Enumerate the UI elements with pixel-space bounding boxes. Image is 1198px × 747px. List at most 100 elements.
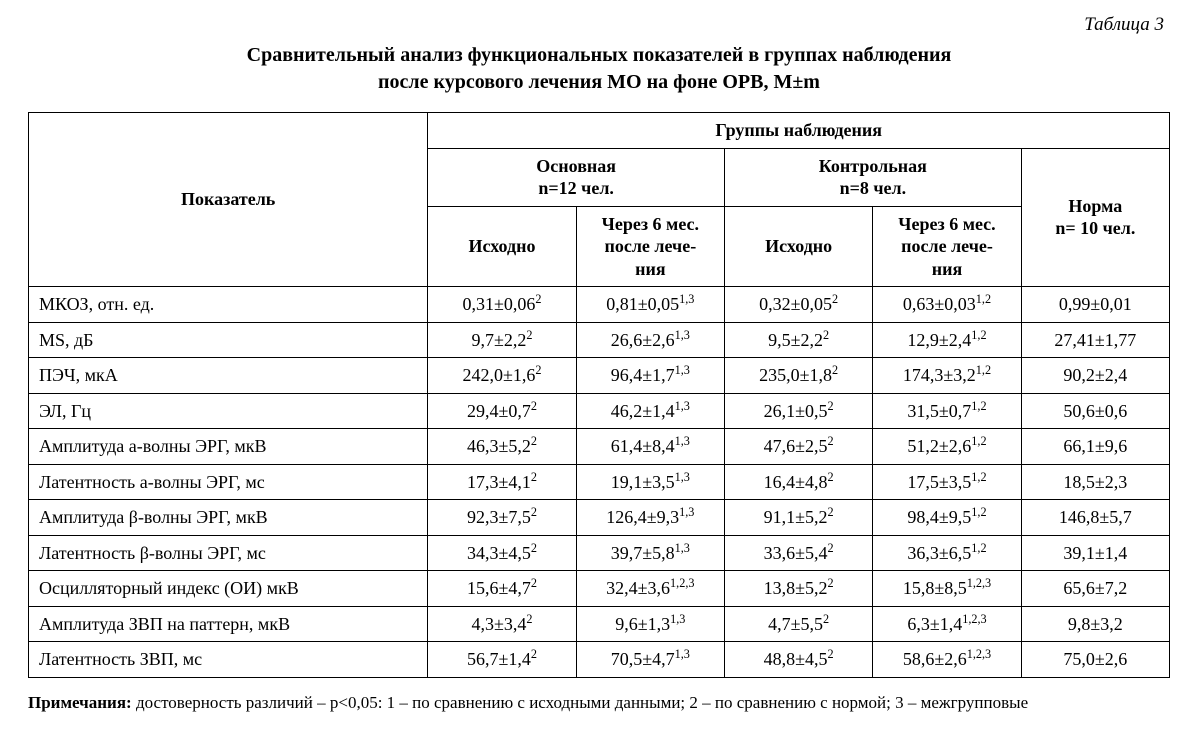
cell-value: 56,7±1,42 bbox=[428, 642, 576, 678]
header-row-1: Показатель Группы наблюдения bbox=[29, 113, 1170, 149]
col-norm: Норма n= 10 чел. bbox=[1021, 148, 1169, 287]
col-main-group: Основная n=12 чел. bbox=[428, 148, 725, 206]
cell-value: 32,4±3,61,2,3 bbox=[576, 571, 724, 607]
control-group-n: n=8 чел. bbox=[840, 178, 907, 198]
cell-value: 65,6±7,2 bbox=[1021, 571, 1169, 607]
cell-superscript: 1,3 bbox=[675, 363, 690, 377]
row-label: ПЭЧ, мкА bbox=[29, 358, 428, 394]
cell-value: 90,2±2,4 bbox=[1021, 358, 1169, 394]
row-label: Амплитуда ЗВП на паттерн, мкВ bbox=[29, 606, 428, 642]
title-line-1: Сравнительный анализ функциональных пока… bbox=[247, 44, 952, 66]
cell-value: 13,8±5,22 bbox=[725, 571, 873, 607]
cell-value: 33,6±5,42 bbox=[725, 535, 873, 571]
cell-superscript: 2 bbox=[531, 505, 537, 519]
row-label: Амплитуда а-волны ЭРГ, мкВ bbox=[29, 429, 428, 465]
cell-value: 242,0±1,62 bbox=[428, 358, 576, 394]
cell-superscript: 2 bbox=[828, 541, 834, 555]
row-label: МКОЗ, отн. ед. bbox=[29, 287, 428, 323]
cell-superscript: 1,2,3 bbox=[962, 612, 986, 626]
cell-value: 15,8±8,51,2,3 bbox=[873, 571, 1021, 607]
cell-value: 51,2±2,61,2 bbox=[873, 429, 1021, 465]
cell-superscript: 2 bbox=[531, 399, 537, 413]
cell-value: 12,9±2,41,2 bbox=[873, 322, 1021, 358]
table-row: Осцилляторный индекс (ОИ) мкВ15,6±4,7232… bbox=[29, 571, 1170, 607]
page: Таблица 3 Сравнительный анализ функциона… bbox=[0, 0, 1198, 734]
col-main-after: Через 6 мес. после лече- ния bbox=[576, 206, 724, 287]
table-row: Амплитуда а-волны ЭРГ, мкВ46,3±5,2261,4±… bbox=[29, 429, 1170, 465]
row-label: Амплитуда β-волны ЭРГ, мкВ bbox=[29, 500, 428, 536]
after-l2: после лече- bbox=[604, 236, 696, 256]
cell-value: 47,6±2,52 bbox=[725, 429, 873, 465]
cell-superscript: 2 bbox=[828, 470, 834, 484]
cell-superscript: 2 bbox=[535, 292, 541, 306]
cell-value: 96,4±1,71,3 bbox=[576, 358, 724, 394]
main-group-n: n=12 чел. bbox=[538, 178, 614, 198]
after-l1b: Через 6 мес. bbox=[898, 214, 995, 234]
table-row: Амплитуда β-волны ЭРГ, мкВ92,3±7,52126,4… bbox=[29, 500, 1170, 536]
cell-value: 9,7±2,22 bbox=[428, 322, 576, 358]
cell-superscript: 2 bbox=[828, 647, 834, 661]
cell-value: 6,3±1,41,2,3 bbox=[873, 606, 1021, 642]
table-row: Латентность ЗВП, мс56,7±1,4270,5±4,71,34… bbox=[29, 642, 1170, 678]
col-control-after: Через 6 мес. после лече- ния bbox=[873, 206, 1021, 287]
cell-superscript: 1,2 bbox=[971, 470, 986, 484]
cell-value: 46,3±5,22 bbox=[428, 429, 576, 465]
row-label: ЭЛ, Гц bbox=[29, 393, 428, 429]
table-row: МКОЗ, отн. ед.0,31±0,0620,81±0,051,30,32… bbox=[29, 287, 1170, 323]
cell-value: 61,4±8,41,3 bbox=[576, 429, 724, 465]
cell-value: 9,6±1,31,3 bbox=[576, 606, 724, 642]
col-main-baseline: Исходно bbox=[428, 206, 576, 287]
cell-superscript: 2 bbox=[531, 434, 537, 448]
cell-value: 91,1±5,22 bbox=[725, 500, 873, 536]
cell-value: 18,5±2,3 bbox=[1021, 464, 1169, 500]
cell-superscript: 2 bbox=[535, 363, 541, 377]
cell-superscript: 2 bbox=[828, 434, 834, 448]
table-row: MS, дБ9,7±2,2226,6±2,61,39,5±2,2212,9±2,… bbox=[29, 322, 1170, 358]
col-control-group: Контрольная n=8 чел. bbox=[725, 148, 1022, 206]
cell-superscript: 1,2 bbox=[971, 505, 986, 519]
cell-superscript: 2 bbox=[832, 292, 838, 306]
cell-superscript: 2 bbox=[531, 576, 537, 590]
cell-value: 39,7±5,81,3 bbox=[576, 535, 724, 571]
cell-value: 0,81±0,051,3 bbox=[576, 287, 724, 323]
cell-value: 36,3±6,51,2 bbox=[873, 535, 1021, 571]
cell-value: 15,6±4,72 bbox=[428, 571, 576, 607]
cell-superscript: 1,3 bbox=[675, 434, 690, 448]
table-row: Латентность β-волны ЭРГ, мс34,3±4,5239,7… bbox=[29, 535, 1170, 571]
row-label: Латентность а-волны ЭРГ, мс bbox=[29, 464, 428, 500]
footnote: Примечания: достоверность различий – p<0… bbox=[28, 692, 1170, 715]
table-row: Амплитуда ЗВП на паттерн, мкВ4,3±3,429,6… bbox=[29, 606, 1170, 642]
after-l1: Через 6 мес. bbox=[602, 214, 699, 234]
cell-superscript: 1,2,3 bbox=[670, 576, 694, 590]
cell-value: 26,1±0,52 bbox=[725, 393, 873, 429]
cell-value: 31,5±0,71,2 bbox=[873, 393, 1021, 429]
col-control-baseline: Исходно bbox=[725, 206, 873, 287]
row-label: Латентность ЗВП, мс bbox=[29, 642, 428, 678]
cell-superscript: 2 bbox=[531, 470, 537, 484]
cell-superscript: 2 bbox=[828, 399, 834, 413]
cell-value: 70,5±4,71,3 bbox=[576, 642, 724, 678]
table-body: МКОЗ, отн. ед.0,31±0,0620,81±0,051,30,32… bbox=[29, 287, 1170, 678]
cell-value: 174,3±3,21,2 bbox=[873, 358, 1021, 394]
cell-value: 17,5±3,51,2 bbox=[873, 464, 1021, 500]
cell-value: 0,32±0,052 bbox=[725, 287, 873, 323]
cell-value: 98,4±9,51,2 bbox=[873, 500, 1021, 536]
cell-value: 19,1±3,51,3 bbox=[576, 464, 724, 500]
cell-value: 66,1±9,6 bbox=[1021, 429, 1169, 465]
cell-value: 235,0±1,82 bbox=[725, 358, 873, 394]
cell-superscript: 1,3 bbox=[670, 612, 685, 626]
cell-superscript: 2 bbox=[828, 576, 834, 590]
cell-value: 34,3±4,52 bbox=[428, 535, 576, 571]
cell-superscript: 2 bbox=[823, 612, 829, 626]
cell-value: 4,7±5,52 bbox=[725, 606, 873, 642]
cell-superscript: 2 bbox=[828, 505, 834, 519]
table-row: ПЭЧ, мкА242,0±1,6296,4±1,71,3235,0±1,821… bbox=[29, 358, 1170, 394]
norm-n: n= 10 чел. bbox=[1055, 218, 1135, 238]
cell-superscript: 2 bbox=[531, 647, 537, 661]
cell-superscript: 1,3 bbox=[675, 470, 690, 484]
cell-value: 0,63±0,031,2 bbox=[873, 287, 1021, 323]
cell-superscript: 1,3 bbox=[679, 292, 694, 306]
cell-value: 9,5±2,22 bbox=[725, 322, 873, 358]
cell-superscript: 1,3 bbox=[675, 328, 690, 342]
cell-value: 27,41±1,77 bbox=[1021, 322, 1169, 358]
